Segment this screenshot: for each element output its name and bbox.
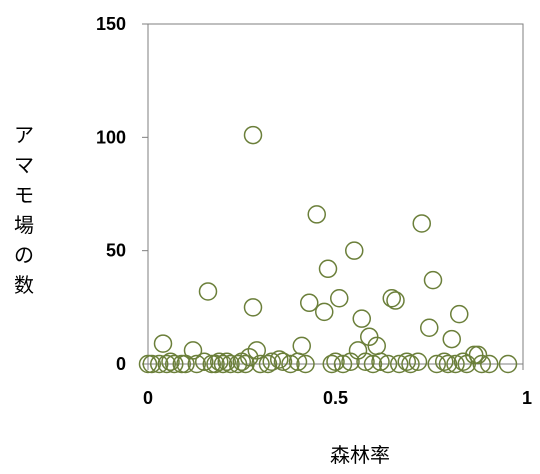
data-point <box>420 318 439 337</box>
data-point <box>243 125 263 145</box>
data-point <box>210 352 229 371</box>
data-point <box>307 205 326 224</box>
data-point <box>345 241 364 260</box>
data-point <box>401 354 420 374</box>
data-point <box>330 289 349 308</box>
data-point <box>427 354 446 374</box>
data-point <box>453 352 473 371</box>
data-point <box>262 352 281 371</box>
data-point <box>142 354 161 374</box>
data-point <box>270 350 289 369</box>
x-axis-ticks: 0 0.5 1 <box>143 364 532 408</box>
data-point <box>386 291 405 310</box>
data-point <box>363 354 383 374</box>
data-point <box>247 341 266 360</box>
data-point <box>371 352 390 371</box>
data-point <box>412 214 431 233</box>
data-point <box>318 259 338 279</box>
data-point <box>498 354 518 374</box>
data-point <box>138 354 158 374</box>
data-point <box>273 352 293 371</box>
data-point <box>356 352 375 371</box>
data-point <box>397 352 416 371</box>
data-point <box>202 354 221 374</box>
data-point <box>352 309 371 328</box>
data-point <box>172 354 191 374</box>
data-point <box>153 334 173 353</box>
y-axis-title: アマモ場の数 <box>14 123 34 297</box>
data-point <box>378 354 398 374</box>
data-point <box>322 354 341 374</box>
data-point <box>198 282 218 301</box>
data-point <box>150 354 169 374</box>
data-point <box>281 354 300 374</box>
data-point <box>390 354 409 374</box>
data-point <box>228 354 248 374</box>
data-point <box>240 347 259 367</box>
data-point <box>296 354 315 374</box>
data-point <box>258 354 278 374</box>
data-point <box>450 304 469 324</box>
data-point <box>442 329 461 349</box>
x-axis-title: 森林率 <box>330 443 390 467</box>
data-point <box>423 270 443 290</box>
data-point <box>195 352 214 371</box>
data-point <box>217 352 236 371</box>
data-point <box>300 293 319 313</box>
data-point <box>183 341 203 360</box>
data-point <box>187 354 206 374</box>
data-point <box>157 354 176 374</box>
plot-frame <box>147 23 524 365</box>
data-point <box>292 336 311 356</box>
data-point <box>438 354 458 374</box>
data-point <box>435 352 454 371</box>
y-tick-label: 0 <box>116 354 126 374</box>
data-point <box>468 345 488 365</box>
data-point <box>221 354 240 374</box>
data-point <box>206 354 225 374</box>
y-tick-label: 150 <box>96 14 126 34</box>
y-axis-ticks: 0 50 100 150 <box>96 14 148 374</box>
data-point <box>315 302 334 322</box>
y-tick-label: 50 <box>106 241 126 261</box>
data-point <box>382 289 401 308</box>
y-tick-label: 100 <box>96 127 126 147</box>
data-points <box>138 125 518 374</box>
data-point <box>408 352 428 371</box>
data-point <box>326 352 345 371</box>
data-point <box>243 298 263 317</box>
x-tick-label: 1 <box>522 388 532 408</box>
data-point <box>333 354 353 374</box>
data-point <box>446 354 465 374</box>
data-point <box>161 352 180 371</box>
x-tick-label: 0.5 <box>323 388 348 408</box>
data-point <box>480 354 499 374</box>
data-point <box>251 354 270 374</box>
data-point <box>213 354 233 374</box>
data-point <box>165 354 184 374</box>
data-point <box>472 354 491 374</box>
x-tick-label: 0 <box>143 388 153 408</box>
